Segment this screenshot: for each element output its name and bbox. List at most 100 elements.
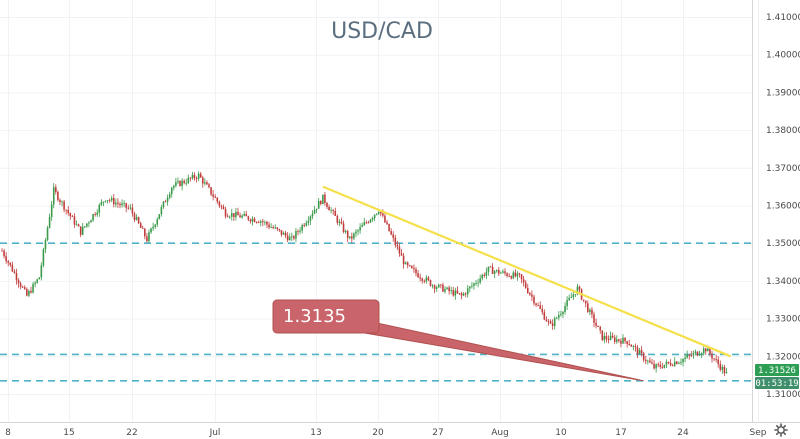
- candle-body: [5, 256, 7, 262]
- candle-body: [191, 174, 194, 179]
- candle-body: [216, 197, 219, 202]
- candle-body: [587, 303, 589, 312]
- candle-body: [135, 217, 138, 220]
- candle-body: [576, 286, 579, 295]
- candle-body: [692, 353, 695, 356]
- candle-body: [380, 212, 382, 214]
- candle-body: [59, 200, 61, 202]
- candle-body: [433, 285, 436, 289]
- x-tick-label: Jul: [209, 428, 221, 438]
- candle-body: [481, 274, 484, 279]
- candle-body: [400, 253, 403, 256]
- candle-body: [79, 226, 82, 235]
- candle-body: [206, 182, 208, 185]
- candle-body: [280, 230, 283, 235]
- candle-body: [709, 348, 711, 354]
- candle-body: [485, 271, 488, 276]
- candle-body: [390, 231, 392, 235]
- y-tick-label: 1.33000: [766, 315, 800, 325]
- candle-body: [342, 223, 345, 233]
- candle-body: [286, 235, 289, 241]
- y-tick-label: 1.40000: [766, 51, 800, 61]
- candle-body: [682, 359, 684, 363]
- candle-body: [541, 308, 544, 313]
- candle-body: [402, 255, 405, 265]
- candle-body: [121, 203, 123, 206]
- candle-body: [319, 200, 322, 204]
- candle-body: [75, 224, 78, 226]
- candle-body: [264, 221, 266, 223]
- candle-body: [696, 351, 699, 356]
- candle-body: [123, 203, 125, 204]
- candle-body: [173, 185, 175, 188]
- candle-body: [558, 315, 560, 318]
- candle-body: [466, 288, 469, 295]
- candle-body: [266, 221, 268, 225]
- candle-body: [694, 351, 697, 354]
- candle-body: [593, 314, 595, 323]
- candle-body: [425, 277, 428, 282]
- candle-body: [63, 201, 65, 210]
- candle-body: [322, 194, 324, 204]
- candle-body: [346, 231, 349, 238]
- candle-body: [673, 361, 676, 366]
- candle-body: [547, 321, 550, 323]
- candle-body: [332, 210, 334, 212]
- candle-body: [106, 200, 109, 202]
- candle-body: [253, 218, 256, 223]
- candle-body: [388, 223, 390, 232]
- candle-body: [30, 290, 32, 293]
- candle-body: [330, 210, 332, 212]
- grid-lines: [0, 0, 759, 422]
- x-axis: 8 15 22 Jul 13 20 27 Aug 10 17 24 Sep: [5, 428, 767, 438]
- candle-body: [477, 282, 479, 284]
- candle-body: [96, 212, 99, 215]
- candle-body: [102, 201, 105, 203]
- candle-body: [375, 213, 378, 215]
- candle-body: [303, 224, 306, 226]
- candle-body: [545, 319, 548, 322]
- candle-body: [427, 277, 430, 280]
- candle-body: [622, 337, 624, 344]
- candle-body: [148, 232, 150, 242]
- candle-body: [711, 353, 713, 359]
- candle-body: [555, 317, 558, 319]
- candle-body: [199, 173, 202, 178]
- candle-body: [230, 213, 233, 217]
- candle-body: [262, 221, 264, 223]
- candle-body: [183, 180, 185, 183]
- candle-body: [359, 226, 361, 231]
- candle-body: [222, 206, 225, 210]
- candle-body: [218, 201, 221, 206]
- candle-body: [133, 213, 136, 220]
- candle-body: [723, 366, 726, 374]
- candle-body: [239, 215, 241, 218]
- candle-body: [603, 335, 606, 341]
- candle-body: [247, 216, 250, 220]
- candle-body: [452, 290, 455, 296]
- candle-body: [237, 211, 239, 216]
- candle-body: [508, 275, 510, 277]
- candle-body: [549, 321, 552, 324]
- y-tick-label: 1.35000: [766, 239, 800, 249]
- y-axis: 1.41000 1.40000 1.39000 1.38000 1.37000 1.360…: [766, 13, 800, 400]
- candle-body: [518, 273, 521, 275]
- candle-body: [460, 293, 463, 296]
- candle-body: [386, 222, 388, 224]
- candle-body: [574, 294, 577, 296]
- candle-body: [684, 357, 686, 360]
- gear-icon[interactable]: [774, 423, 788, 437]
- candle-body: [413, 268, 415, 270]
- candle-body: [473, 283, 475, 286]
- candle-body: [458, 293, 461, 294]
- candle-body: [42, 249, 45, 266]
- candle-body: [680, 362, 682, 363]
- candle-body: [607, 339, 610, 341]
- candle-body: [469, 286, 471, 289]
- candle-body: [671, 365, 674, 366]
- candle-body: [398, 246, 401, 254]
- candle-body: [177, 181, 179, 183]
- candle-body: [531, 294, 533, 297]
- candle-body: [584, 300, 587, 304]
